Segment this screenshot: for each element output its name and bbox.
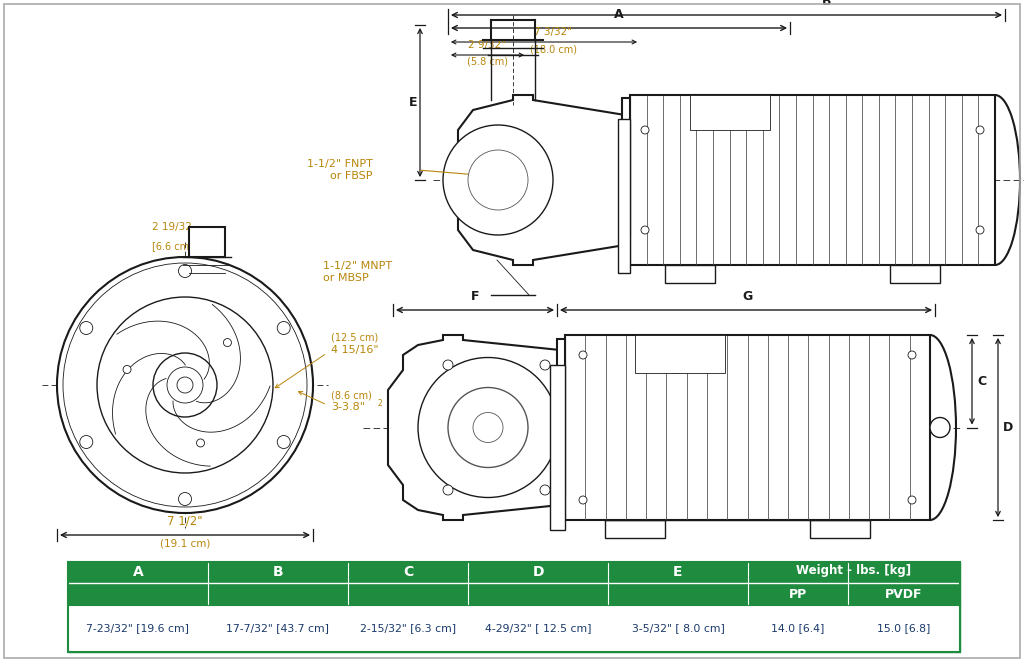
Bar bbox=[810, 520, 870, 538]
Bar bbox=[618, 119, 630, 273]
Text: B: B bbox=[272, 565, 284, 579]
Text: (5.8 cm): (5.8 cm) bbox=[467, 57, 508, 67]
Text: 7 3/32": 7 3/32" bbox=[534, 27, 572, 37]
Text: PVDF: PVDF bbox=[886, 587, 923, 600]
Circle shape bbox=[579, 496, 587, 504]
Text: C: C bbox=[977, 375, 986, 388]
Text: (12.5 cm): (12.5 cm) bbox=[331, 333, 378, 343]
Circle shape bbox=[177, 377, 193, 393]
Circle shape bbox=[63, 263, 307, 507]
Circle shape bbox=[278, 436, 290, 448]
Polygon shape bbox=[458, 95, 630, 265]
Text: 2 9/32": 2 9/32" bbox=[469, 40, 507, 50]
Circle shape bbox=[443, 485, 453, 495]
Text: F: F bbox=[471, 290, 479, 303]
Circle shape bbox=[473, 412, 503, 442]
Text: C: C bbox=[402, 565, 413, 579]
Circle shape bbox=[167, 367, 203, 403]
Text: 4 15/16": 4 15/16" bbox=[331, 345, 379, 355]
Text: 1-1/2" MNPT
or MBSP: 1-1/2" MNPT or MBSP bbox=[323, 261, 392, 283]
Circle shape bbox=[80, 436, 93, 448]
Bar bbox=[189, 227, 225, 257]
Circle shape bbox=[641, 226, 649, 234]
Bar bbox=[605, 520, 665, 538]
Bar bbox=[690, 95, 770, 130]
Circle shape bbox=[540, 485, 550, 495]
Text: D: D bbox=[1002, 421, 1014, 434]
Text: (8.6 cm): (8.6 cm) bbox=[331, 390, 372, 400]
Circle shape bbox=[449, 387, 528, 467]
Text: 7 1/2": 7 1/2" bbox=[167, 514, 203, 527]
Text: 17-7/32" [43.7 cm]: 17-7/32" [43.7 cm] bbox=[226, 624, 330, 634]
Circle shape bbox=[153, 353, 217, 417]
Text: 2-15/32" [6.3 cm]: 2-15/32" [6.3 cm] bbox=[360, 624, 456, 634]
Text: (19.1 cm): (19.1 cm) bbox=[160, 539, 210, 549]
Text: [6.6 cm]: [6.6 cm] bbox=[152, 241, 193, 251]
Text: 7-23/32" [19.6 cm]: 7-23/32" [19.6 cm] bbox=[86, 624, 189, 634]
Circle shape bbox=[908, 351, 916, 359]
Text: 2 19/32: 2 19/32 bbox=[152, 222, 191, 232]
Bar bbox=[68, 562, 961, 652]
Text: (18.0 cm): (18.0 cm) bbox=[529, 44, 577, 54]
Text: 4-29/32" [ 12.5 cm]: 4-29/32" [ 12.5 cm] bbox=[484, 624, 591, 634]
Text: E: E bbox=[673, 565, 683, 579]
Circle shape bbox=[223, 338, 231, 347]
Circle shape bbox=[540, 360, 550, 370]
Circle shape bbox=[976, 126, 984, 134]
Circle shape bbox=[278, 322, 290, 334]
Bar bbox=[635, 335, 725, 373]
Text: PP: PP bbox=[788, 587, 807, 600]
Text: E: E bbox=[409, 96, 417, 109]
Bar bbox=[890, 265, 940, 283]
Circle shape bbox=[468, 150, 528, 210]
Text: øH: øH bbox=[685, 355, 700, 365]
Circle shape bbox=[178, 493, 191, 506]
Text: A: A bbox=[614, 8, 624, 21]
Bar bbox=[630, 95, 995, 265]
Text: A: A bbox=[133, 565, 143, 579]
Circle shape bbox=[197, 439, 205, 447]
Text: G: G bbox=[742, 290, 753, 303]
Text: 3-3.8": 3-3.8" bbox=[331, 402, 365, 412]
Circle shape bbox=[443, 360, 453, 370]
Bar bbox=[665, 265, 715, 283]
Circle shape bbox=[641, 126, 649, 134]
Text: B: B bbox=[821, 0, 831, 8]
Bar bbox=[68, 605, 961, 652]
Circle shape bbox=[123, 365, 131, 373]
Text: 3-5/32" [ 8.0 cm]: 3-5/32" [ 8.0 cm] bbox=[632, 624, 724, 634]
Polygon shape bbox=[388, 335, 565, 520]
Circle shape bbox=[57, 257, 313, 513]
Text: 1-1/2" FNPT
or FBSP: 1-1/2" FNPT or FBSP bbox=[307, 159, 373, 181]
Circle shape bbox=[443, 125, 553, 235]
Circle shape bbox=[178, 265, 191, 277]
Text: 2: 2 bbox=[377, 399, 382, 408]
Circle shape bbox=[976, 226, 984, 234]
Text: D: D bbox=[532, 565, 544, 579]
Circle shape bbox=[97, 297, 273, 473]
Circle shape bbox=[80, 322, 93, 334]
Bar bbox=[622, 98, 630, 262]
Circle shape bbox=[418, 357, 558, 498]
Text: Weight - lbs. [kg]: Weight - lbs. [kg] bbox=[797, 564, 911, 577]
Bar bbox=[557, 339, 565, 516]
Text: 15.0 [6.8]: 15.0 [6.8] bbox=[878, 624, 931, 634]
Circle shape bbox=[908, 496, 916, 504]
Text: 14.0 [6.4]: 14.0 [6.4] bbox=[771, 624, 824, 634]
Circle shape bbox=[930, 418, 950, 438]
Bar bbox=[565, 335, 930, 520]
Bar bbox=[550, 365, 565, 530]
Bar bbox=[68, 562, 961, 652]
Circle shape bbox=[579, 351, 587, 359]
